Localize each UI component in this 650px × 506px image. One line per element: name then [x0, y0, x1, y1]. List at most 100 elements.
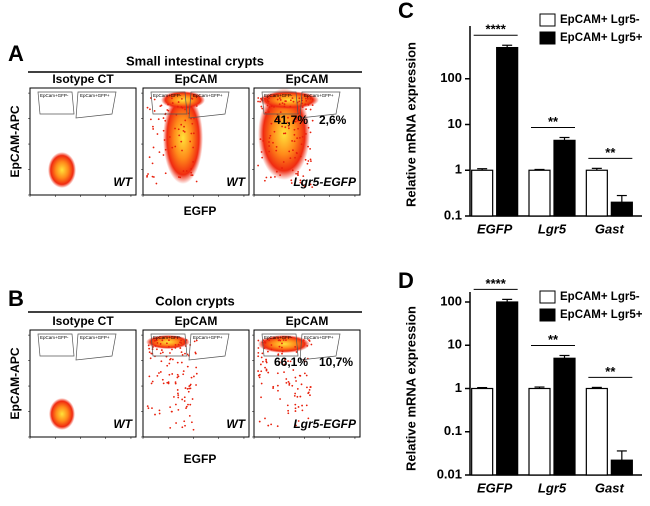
- cell-event: [151, 380, 154, 383]
- gate: [299, 91, 341, 119]
- cell-event: [287, 116, 289, 119]
- cell-event: [177, 392, 179, 395]
- cell-event: [187, 390, 190, 393]
- cell-event: [273, 130, 276, 133]
- cell-event: [182, 129, 185, 132]
- cell-event: [171, 97, 173, 100]
- cell-event: [258, 420, 261, 423]
- cell-event: [154, 345, 157, 347]
- cell-event: [171, 348, 173, 351]
- genotype: WT: [113, 175, 133, 189]
- cell-event: [264, 111, 267, 114]
- cell-event: [299, 136, 301, 139]
- cell-event: [264, 366, 266, 369]
- cell-event: [179, 341, 181, 344]
- cell-event: [164, 172, 167, 175]
- cell-event: [302, 339, 305, 342]
- cell-event: [306, 345, 309, 347]
- panel-letter: B: [8, 286, 24, 311]
- cell-event: [291, 169, 294, 172]
- cell-event: [281, 346, 283, 349]
- gate-name: EpCam+GFP-: [264, 93, 293, 98]
- cell-event: [261, 360, 264, 363]
- cell-event: [195, 339, 198, 342]
- cell-event: [257, 347, 260, 349]
- cell-event: [151, 162, 154, 165]
- genotype: Lgr5-EGFP: [293, 417, 357, 431]
- cell-event: [303, 372, 306, 375]
- cell-event: [272, 141, 274, 144]
- cell-event: [260, 396, 262, 399]
- cell-event: [155, 182, 158, 185]
- cell-event: [288, 382, 291, 385]
- y-tick-label: 0.1: [444, 423, 462, 438]
- gate: [150, 91, 188, 115]
- cell-event: [305, 108, 307, 111]
- cell-event: [278, 345, 281, 348]
- cell-event: [289, 105, 292, 108]
- cell-event: [287, 380, 290, 383]
- cell-event: [268, 145, 271, 147]
- cell-event: [261, 107, 264, 110]
- panel-letter: A: [8, 41, 24, 66]
- cell-event: [270, 344, 273, 346]
- cell-event: [177, 176, 180, 178]
- cell-event: [291, 97, 294, 100]
- y-axis-label: EpCAM-APC: [8, 347, 22, 419]
- cell-event: [276, 118, 279, 121]
- cell-event: [163, 139, 166, 141]
- cell-event: [174, 381, 177, 384]
- cell-event: [190, 117, 193, 120]
- cell-population: [146, 335, 190, 349]
- cell-event: [276, 372, 279, 375]
- cell-event: [195, 366, 198, 369]
- cell-event: [297, 406, 300, 408]
- x-tick-label: Lgr5: [538, 221, 567, 236]
- cell-event: [295, 116, 298, 119]
- cell-event: [168, 339, 170, 342]
- cell-event: [161, 378, 164, 381]
- cell-event: [291, 384, 294, 387]
- cell-event: [153, 110, 156, 112]
- cell-event: [281, 102, 284, 104]
- gate-name: EpCam+GFP-: [264, 335, 293, 340]
- x-tick-label: EGFP: [477, 221, 513, 236]
- cell-event: [294, 376, 297, 379]
- significance: **: [605, 364, 616, 379]
- cell-event: [190, 376, 193, 379]
- cell-event: [309, 108, 312, 111]
- cell-event: [270, 348, 273, 351]
- cell-event: [277, 339, 280, 342]
- bar: [496, 301, 519, 476]
- gate: [261, 333, 299, 357]
- cell-event: [305, 133, 307, 135]
- cell-event: [306, 386, 308, 389]
- cell-event: [307, 160, 310, 162]
- cell-event: [150, 382, 153, 385]
- cell-event: [298, 97, 301, 100]
- cell-event: [183, 400, 186, 402]
- panel-letter: C: [398, 0, 414, 23]
- cell-event: [186, 106, 189, 109]
- cell-event: [301, 99, 304, 102]
- cell-event: [147, 344, 150, 347]
- cell-event: [260, 356, 263, 359]
- cell-event: [306, 97, 309, 100]
- gate-percent: 66,1%: [274, 355, 308, 369]
- cell-event: [264, 342, 267, 344]
- cell-event: [296, 137, 299, 140]
- cell-event: [161, 339, 164, 342]
- cell-event: [158, 372, 160, 374]
- y-axis-label: Relative mRNA expression: [403, 306, 418, 471]
- cell-event: [295, 380, 297, 382]
- cell-event: [309, 147, 312, 150]
- cell-event: [257, 370, 260, 372]
- cell-event: [299, 395, 302, 398]
- cell-event: [309, 183, 312, 186]
- cell-event: [177, 394, 180, 397]
- cell-event: [185, 405, 188, 408]
- cell-event: [290, 182, 293, 184]
- cell-event: [301, 102, 304, 105]
- cell-event: [183, 125, 185, 128]
- y-tick-label: 100: [440, 293, 462, 308]
